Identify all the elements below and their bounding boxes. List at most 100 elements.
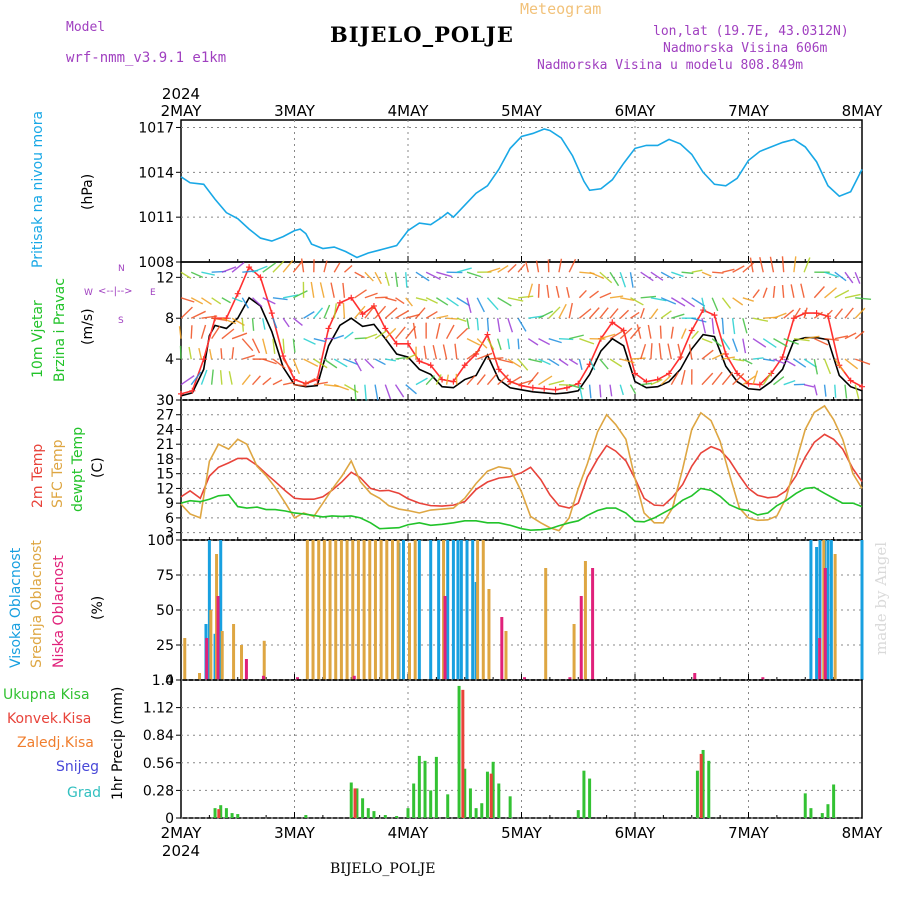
wind-gust-mark <box>461 362 468 369</box>
precip-bar <box>423 760 427 818</box>
wind-arrow <box>783 309 795 319</box>
wind-arrow <box>476 297 485 313</box>
wind-arrow <box>671 271 684 278</box>
wind-arrow <box>178 326 182 339</box>
wind-arrow <box>262 262 277 273</box>
wind-gust-mark <box>336 299 343 306</box>
cloud-bar <box>385 540 389 680</box>
cloud-bar <box>232 624 236 680</box>
wind-arrow <box>824 271 839 278</box>
wind-arrow <box>476 352 493 360</box>
compass-arrows: <--|--> <box>98 286 133 297</box>
wind-arrow <box>844 293 861 299</box>
wind-arrow <box>344 331 354 340</box>
precip-bar <box>461 689 465 818</box>
pressure-year-label: 2024 <box>162 85 200 103</box>
wind-arrow <box>732 358 745 362</box>
precip-xtick-label: 4MAY <box>388 824 430 842</box>
footer-station: BIJELO_POLJE <box>330 861 436 877</box>
temperature-ytick-label: 9 <box>165 496 174 512</box>
cloud-ytick-label: 25 <box>156 638 174 654</box>
wind-arrow <box>374 271 382 285</box>
cloud-bar <box>544 568 548 680</box>
cloud-bar <box>833 554 837 680</box>
compass-n: N <box>118 264 125 274</box>
cloud-bar <box>443 596 447 680</box>
precip-bar <box>304 815 308 818</box>
wind-arrow <box>210 369 214 385</box>
wind-arrow <box>405 297 413 307</box>
wind-arrow <box>527 371 539 386</box>
wind-arrow <box>497 297 512 307</box>
wind-arrow <box>609 329 625 340</box>
wind-gust-mark <box>666 370 673 377</box>
legend-hail: Grad <box>67 785 102 801</box>
wind-arrow <box>221 317 237 325</box>
pressure-xtick-label: 8MAY <box>842 102 884 120</box>
wind-arrow <box>251 318 255 331</box>
wind-arrow <box>220 348 223 360</box>
wind-arrow <box>650 308 659 319</box>
wind-arrow <box>344 384 359 393</box>
wind-arrow <box>599 271 613 284</box>
wind-arrow <box>435 374 442 385</box>
wind-arrow <box>466 271 482 278</box>
wind-arrow <box>762 372 772 386</box>
wind-arrow <box>854 307 866 319</box>
wind-arrow <box>813 384 818 396</box>
temperature-ytick-label: 3 <box>165 526 174 542</box>
wind-gust-mark <box>189 387 196 394</box>
cloud-bar <box>261 675 265 680</box>
precip-bar <box>803 793 807 818</box>
wind-arrow <box>364 271 374 282</box>
cloud-ytick-label: 0 <box>165 673 174 689</box>
cloud-bar <box>305 540 309 680</box>
precip-bar <box>434 756 438 818</box>
cloud-bar <box>262 640 266 680</box>
wind-arrow <box>854 271 861 284</box>
cloud-bar <box>823 568 827 680</box>
precip-ytick-label: 0.56 <box>143 756 174 772</box>
wind-arrow <box>630 357 646 360</box>
wind-arrow <box>578 358 583 370</box>
wind-arrow <box>394 272 399 287</box>
wind-gust-mark <box>734 370 741 377</box>
wind-arrow <box>507 358 522 368</box>
wind-arrow <box>354 305 366 319</box>
wind-gust-mark <box>234 290 241 297</box>
wind-arrow <box>292 317 303 326</box>
cloud-bar <box>408 542 411 680</box>
model-elevation-label: Nadmorska Visina u modelu 808.849m <box>537 58 804 73</box>
temperature-ytick-label: 15 <box>156 467 174 483</box>
precip-bar <box>372 811 376 818</box>
cloud-bar <box>451 540 455 680</box>
wind-frame <box>180 261 863 401</box>
wind-arrow <box>180 271 192 279</box>
cloud-bar <box>296 677 299 680</box>
wind-arrow <box>558 258 563 273</box>
wind-arrow <box>783 379 796 386</box>
wind-arrow <box>188 346 192 360</box>
wind-arrow <box>282 259 294 273</box>
precip-bar <box>236 814 240 818</box>
wind-arrow <box>425 375 435 386</box>
cloud-bar <box>693 673 697 680</box>
wind-arrow <box>548 337 562 344</box>
wind-arrow <box>293 383 306 387</box>
wind-arrow <box>272 317 278 329</box>
wind-arrow <box>333 384 349 391</box>
cloud-bar <box>209 610 213 680</box>
wind-arrow <box>677 343 683 360</box>
wind-arrow <box>732 297 744 306</box>
precip-bar <box>699 753 703 818</box>
wind-arrow <box>640 382 653 386</box>
wind-arrow <box>670 371 679 386</box>
wind-arrow <box>456 317 467 322</box>
wind-arrow <box>303 358 319 367</box>
wind-gust-mark <box>348 294 355 301</box>
precip-ytick-label: 0.28 <box>143 783 174 799</box>
wind-arrow <box>701 372 714 386</box>
wind-arrow <box>456 267 472 273</box>
wind-arrow <box>342 282 346 298</box>
wind-arrow <box>507 297 524 302</box>
